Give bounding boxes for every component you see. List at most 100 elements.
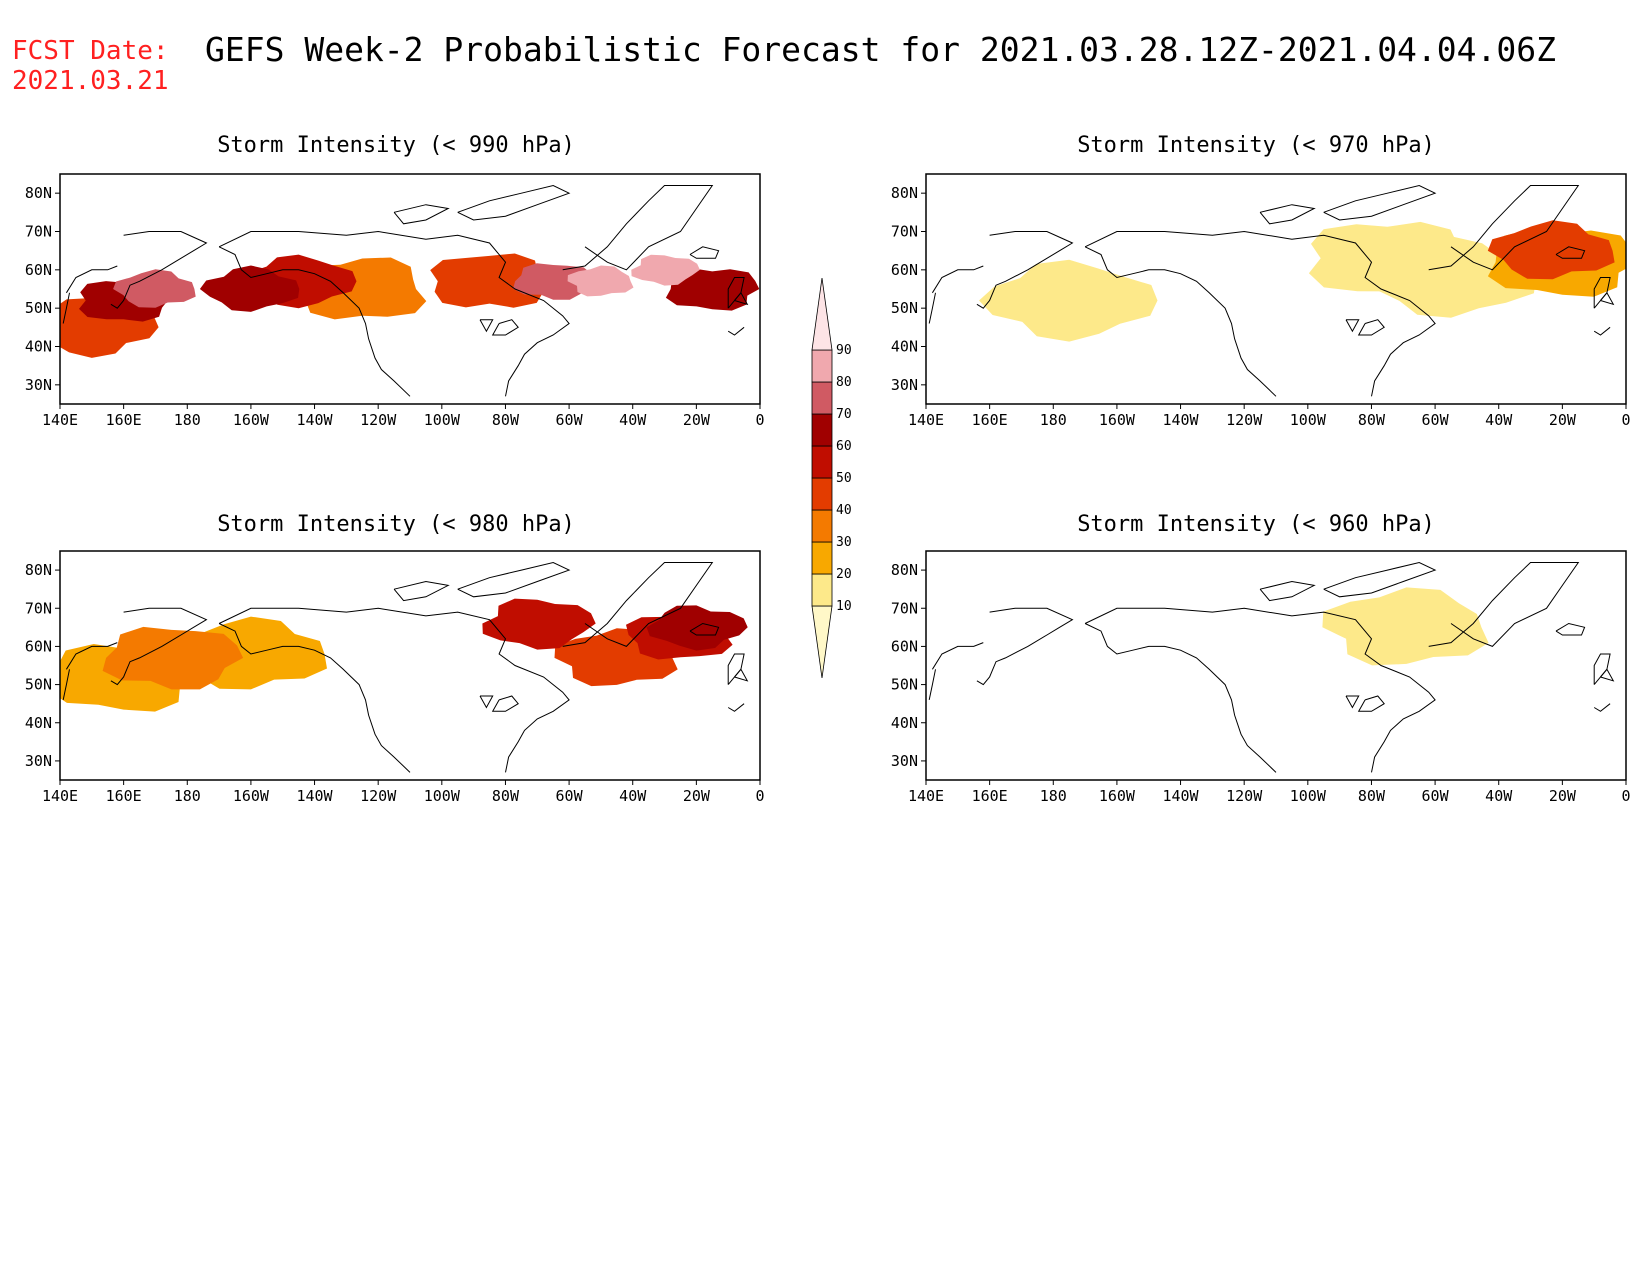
coastline-segment	[1084, 246, 1277, 397]
coastline-segment	[393, 580, 450, 602]
map-panel-p970: 140E 160E 180 160W 140W 120W 100W 80W 60W 40W 20W 0…	[891, 173, 1631, 429]
lat-tick-label: 80N	[891, 561, 918, 579]
probability-shading	[979, 220, 1626, 342]
coastline	[62, 561, 749, 773]
coastline-segment	[1084, 607, 1436, 773]
lat-tick-label: 60N	[25, 637, 52, 655]
lon-tick-label: 120W	[360, 411, 397, 429]
colorbar-label: 30	[836, 535, 852, 550]
lat-tick-label: 60N	[25, 261, 52, 279]
lat-tick-label: 70N	[25, 223, 52, 241]
probability-region	[1322, 587, 1489, 666]
lon-tick-label: 60W	[556, 787, 584, 805]
lon-tick-label: 160W	[1099, 411, 1136, 429]
probability-region	[1487, 220, 1615, 280]
lon-tick-label: 80W	[492, 411, 520, 429]
colorbar-segment	[811, 349, 833, 383]
colorbar: 10 20 30 40 50 60 70 80 90	[811, 277, 852, 679]
lon-tick-label: 120W	[360, 787, 397, 805]
lon-tick-label: 60W	[1422, 787, 1450, 805]
coastline-segment	[1357, 695, 1385, 712]
lon-tick-label: 100W	[424, 411, 461, 429]
lon-tick-label: 80W	[492, 787, 520, 805]
coastline-segment	[393, 204, 450, 225]
lon-tick-label: 140E	[908, 787, 944, 805]
coastline-segment	[491, 319, 519, 336]
lon-tick-label: 100W	[1290, 411, 1327, 429]
lon-tick-label: 160E	[972, 411, 1008, 429]
lon-tick-label: 160W	[1099, 787, 1136, 805]
coastline-segment	[734, 668, 749, 682]
lon-tick-label: 20W	[683, 787, 711, 805]
colorbar-label: 70	[836, 407, 852, 422]
colorbar-label: 10	[836, 599, 852, 614]
coastline-segment	[1428, 562, 1580, 647]
colorbar-segment	[811, 573, 833, 607]
coastline-segment	[928, 669, 936, 701]
colorbar-segment	[811, 413, 833, 447]
coastline-segment	[727, 326, 745, 336]
coastline-segment	[218, 623, 411, 773]
lon-tick-label: 100W	[1290, 787, 1327, 805]
coastline-segment	[218, 607, 570, 773]
lon-tick-label: 140W	[296, 787, 333, 805]
coastline-segment	[218, 246, 411, 397]
probability-region	[199, 265, 300, 312]
lon-tick-label: 40W	[1485, 787, 1513, 805]
lon-tick-label: 140E	[908, 411, 944, 429]
lon-tick-label: 0	[755, 411, 764, 429]
lon-tick-label: 20W	[1549, 411, 1577, 429]
coastline-segment	[1357, 319, 1385, 336]
probability-shading	[60, 253, 760, 358]
coastline-segment	[1345, 695, 1360, 709]
colorbar-segment	[811, 541, 833, 575]
coastline-segment	[1593, 326, 1611, 336]
map-panel-p980: 140E 160E 180 160W 140W 120W 100W 80W 60W 40W 20W 0…	[25, 550, 765, 805]
lat-tick-label: 40N	[891, 338, 918, 356]
lat-tick-label: 70N	[891, 223, 918, 241]
coastline	[928, 561, 1615, 773]
coastline-segment	[976, 607, 1074, 686]
lon-tick-label: 180	[174, 411, 201, 429]
lon-tick-label: 60W	[1422, 411, 1450, 429]
coastline-segment	[931, 265, 984, 294]
lat-tick-label: 40N	[25, 338, 52, 356]
probability-region	[567, 265, 634, 297]
coastline-segment	[1084, 230, 1436, 397]
lat-tick-label: 60N	[891, 637, 918, 655]
lat-tick-label: 80N	[25, 561, 52, 579]
coastline-segment	[727, 703, 745, 712]
coastline-segment	[65, 642, 118, 670]
coastline-segment	[562, 185, 714, 271]
lon-tick-label: 60W	[556, 411, 584, 429]
coastline-segment	[928, 292, 936, 324]
lat-tick-label: 80N	[891, 184, 918, 202]
coastline-segment	[479, 319, 494, 333]
map-panel-p990: 140E 160E 180 160W 140W 120W 100W 80W 60W 40W 20W 0…	[25, 173, 765, 429]
lat-tick-label: 30N	[891, 752, 918, 770]
lat-tick-label: 50N	[25, 299, 52, 317]
coastline-segment	[1084, 623, 1277, 773]
map-frame	[925, 550, 1627, 781]
coastline-segment	[1259, 580, 1316, 602]
lon-tick-label: 180	[1040, 787, 1067, 805]
colorbar-segment	[811, 477, 833, 511]
coastline	[928, 184, 1615, 397]
colorbar-label: 80	[836, 375, 852, 390]
coastline-segment	[1323, 184, 1437, 221]
lat-tick-label: 30N	[25, 376, 52, 394]
colorbar-segment	[811, 605, 833, 679]
lon-tick-label: 0	[1621, 787, 1630, 805]
coastline-segment	[457, 561, 571, 598]
lon-tick-label: 140W	[1162, 411, 1199, 429]
coastline-segment	[1345, 319, 1360, 333]
lat-tick-label: 50N	[25, 676, 52, 694]
panel-title-980: Storm Intensity (< 980 hPa)	[217, 512, 575, 537]
lat-tick-label: 50N	[891, 676, 918, 694]
colorbar-segment	[811, 445, 833, 479]
coastline-segment	[931, 642, 984, 670]
lon-tick-label: 180	[174, 787, 201, 805]
probability-shading	[1322, 587, 1489, 666]
lon-tick-label: 160W	[233, 787, 270, 805]
